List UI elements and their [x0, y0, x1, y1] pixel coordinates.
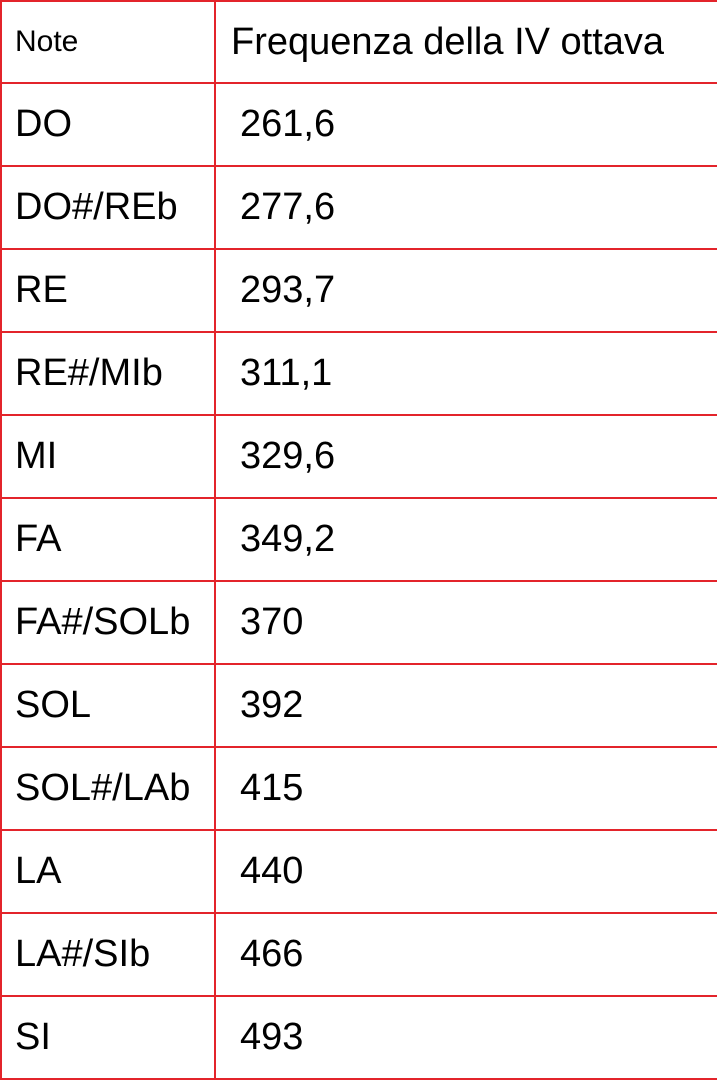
- note-cell: LA: [0, 829, 216, 914]
- note-cell: RE: [0, 248, 216, 333]
- frequency-cell: 261,6: [214, 82, 717, 167]
- frequency-cell: 493: [214, 995, 717, 1080]
- frequency-cell: 466: [214, 912, 717, 997]
- table-row: DO 261,6: [0, 82, 717, 167]
- table-header-row: Note Frequenza della IV ottava: [0, 0, 717, 84]
- frequency-cell: 293,7: [214, 248, 717, 333]
- table-row: RE 293,7: [0, 248, 717, 333]
- frequency-cell: 329,6: [214, 414, 717, 499]
- note-cell: SI: [0, 995, 216, 1080]
- frequency-cell: 392: [214, 663, 717, 748]
- note-cell: DO: [0, 82, 216, 167]
- frequency-cell: 311,1: [214, 331, 717, 416]
- table-row: SOL#/LAb 415: [0, 746, 717, 831]
- column-header-frequency: Frequenza della IV ottava: [214, 0, 717, 84]
- note-cell: FA: [0, 497, 216, 582]
- table-row: FA 349,2: [0, 497, 717, 582]
- table-row: MI 329,6: [0, 414, 717, 499]
- column-header-note: Note: [0, 0, 216, 84]
- note-cell: SOL#/LAb: [0, 746, 216, 831]
- note-cell: LA#/SIb: [0, 912, 216, 997]
- note-cell: MI: [0, 414, 216, 499]
- table-row: LA#/SIb 466: [0, 912, 717, 997]
- table-row: RE#/MIb 311,1: [0, 331, 717, 416]
- note-cell: RE#/MIb: [0, 331, 216, 416]
- frequency-cell: 370: [214, 580, 717, 665]
- note-cell: DO#/REb: [0, 165, 216, 250]
- frequency-cell: 440: [214, 829, 717, 914]
- table-row: SI 493: [0, 995, 717, 1080]
- table-row: FA#/SOLb 370: [0, 580, 717, 665]
- frequency-cell: 277,6: [214, 165, 717, 250]
- table-row: LA 440: [0, 829, 717, 914]
- frequency-cell: 349,2: [214, 497, 717, 582]
- note-cell: FA#/SOLb: [0, 580, 216, 665]
- table-row: DO#/REb 277,6: [0, 165, 717, 250]
- frequency-cell: 415: [214, 746, 717, 831]
- note-cell: SOL: [0, 663, 216, 748]
- table-row: SOL 392: [0, 663, 717, 748]
